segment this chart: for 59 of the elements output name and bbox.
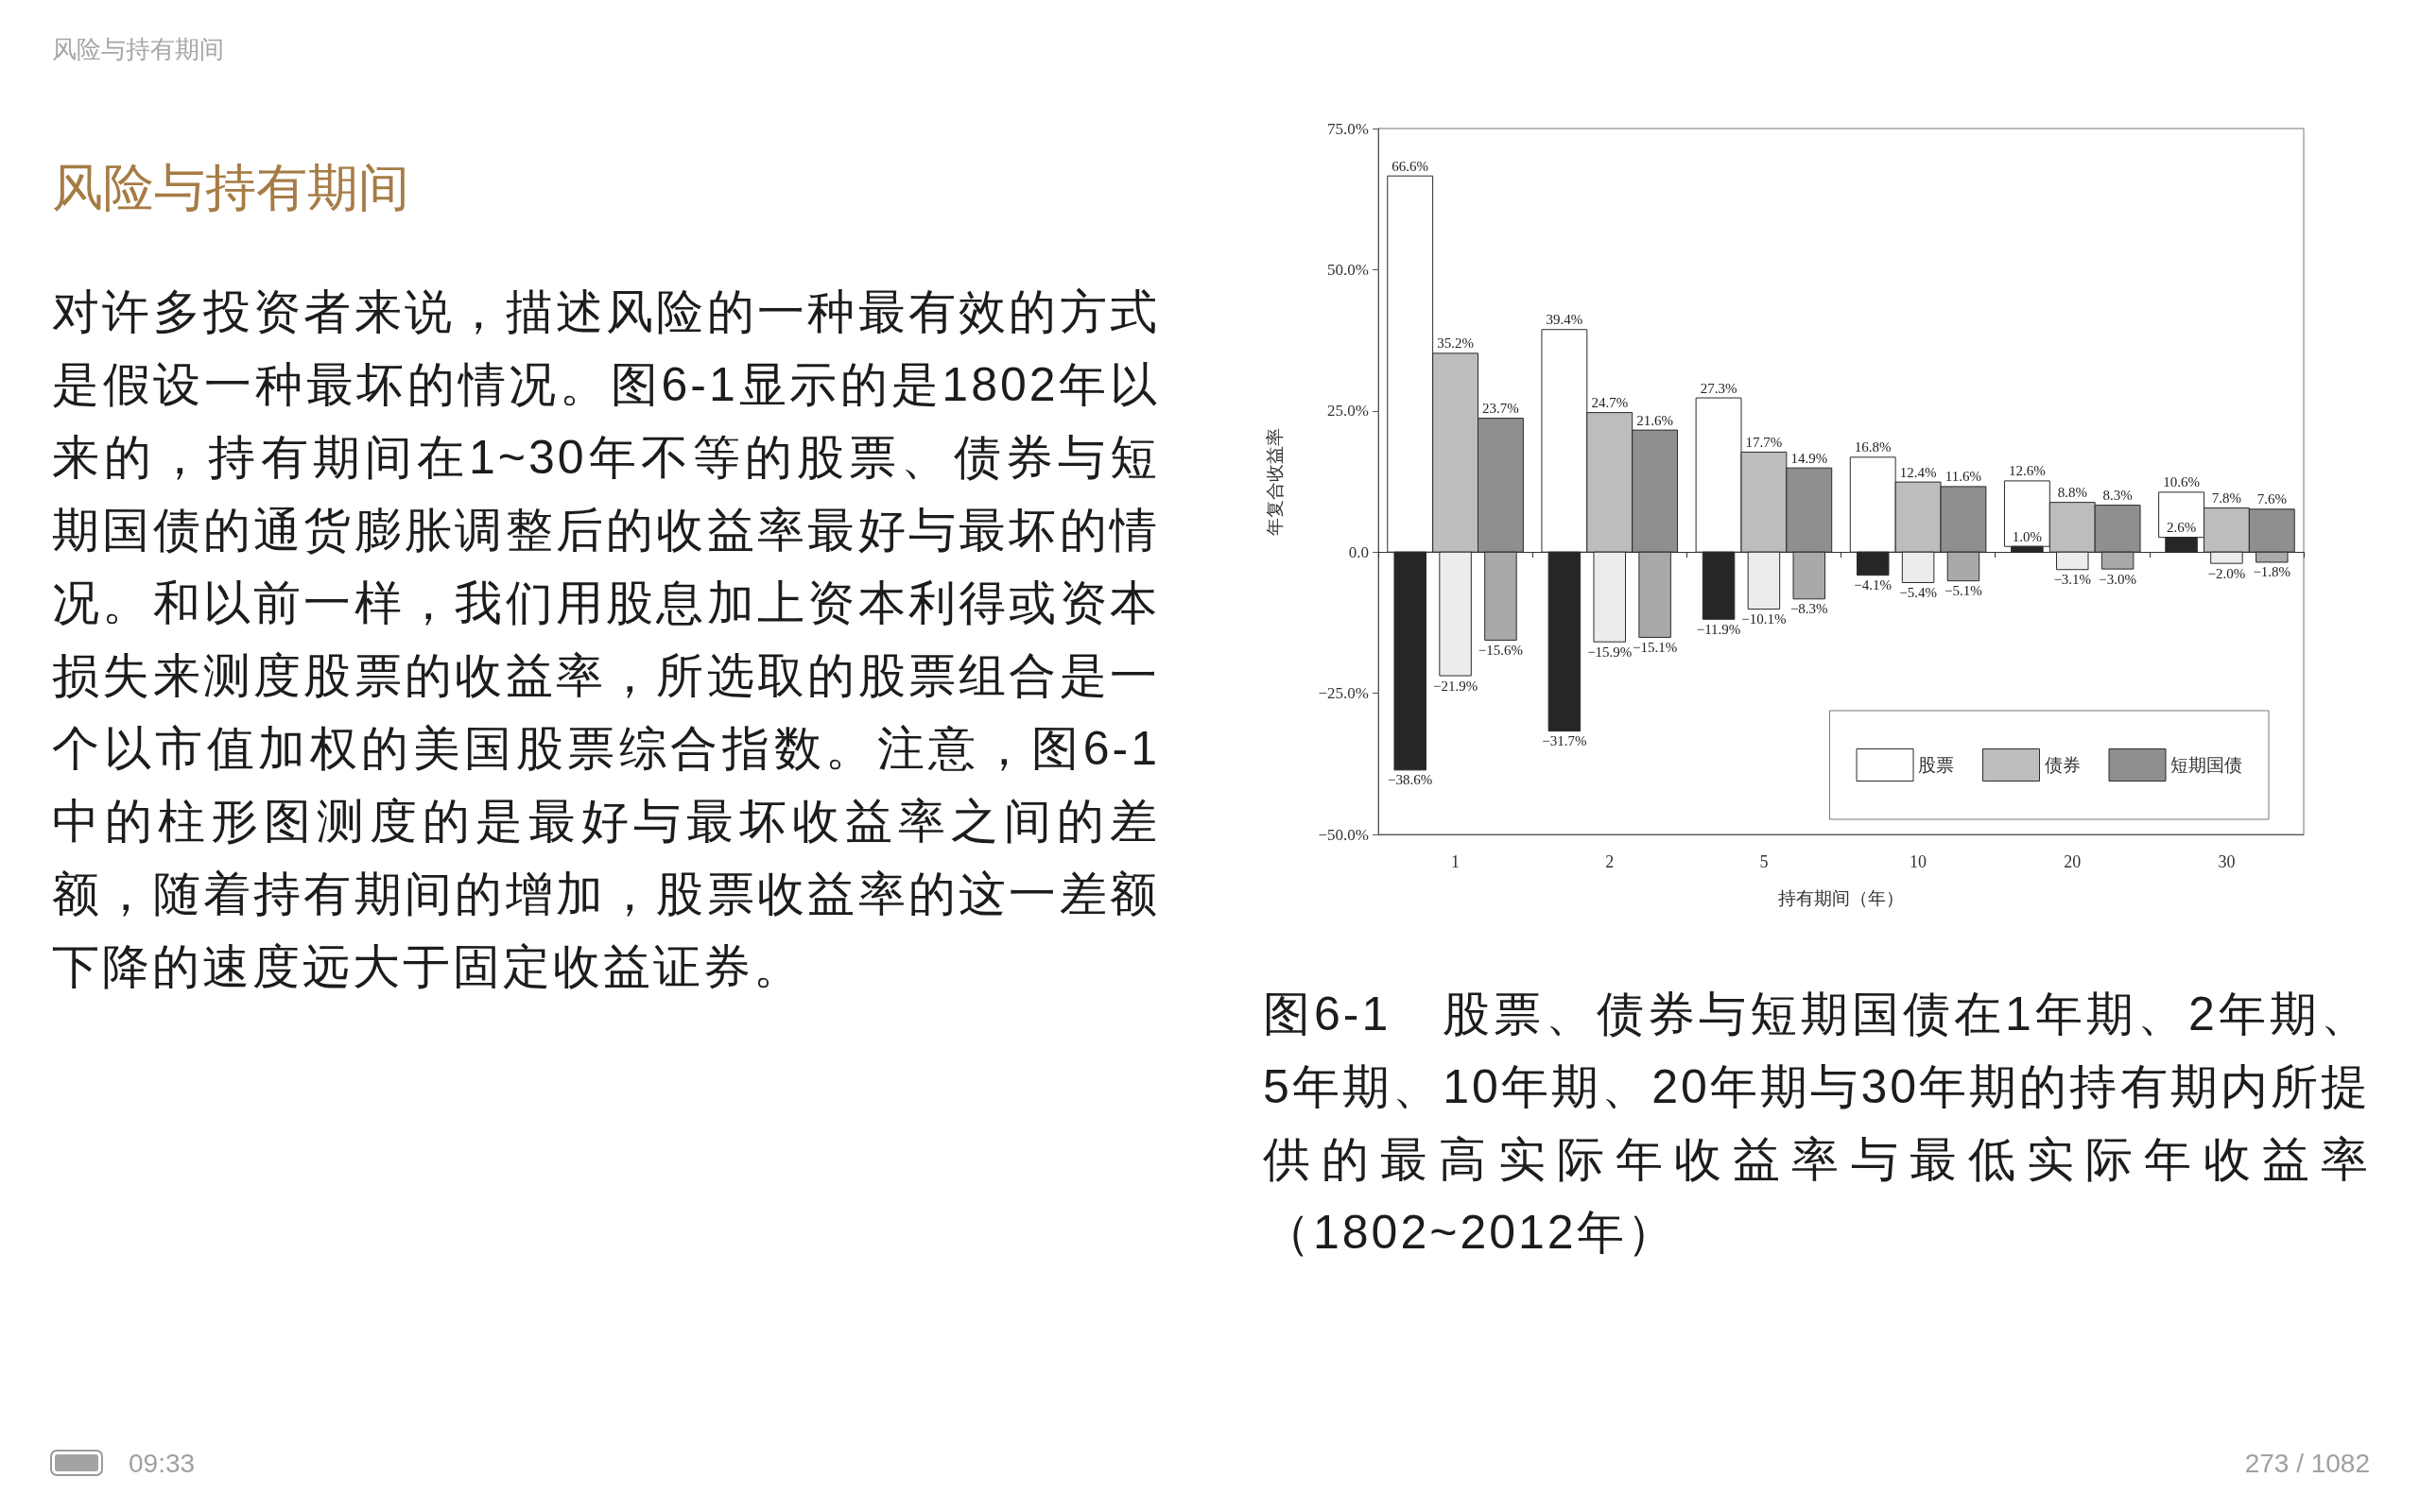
text: 09:33 [129, 1448, 196, 1480]
data-label: −5.4% [1899, 584, 1937, 600]
data-label: 23.7% [1482, 401, 1519, 417]
y-tick-label: 50.0% [1327, 260, 1369, 279]
data-label: 27.3% [1700, 380, 1737, 396]
y-tick-label: −25.0% [1318, 684, 1369, 703]
data-label: −31.7% [1542, 733, 1587, 749]
x-tick-label: 2 [1605, 852, 1615, 871]
y-tick-label: 0.0 [1348, 542, 1369, 561]
data-label: −21.9% [1432, 678, 1478, 694]
data-label: 12.4% [1899, 464, 1937, 480]
text: 风险与持有期间 [52, 158, 409, 217]
data-label: 1.0% [2012, 528, 2043, 544]
data-label: −5.1% [1945, 583, 1982, 599]
caption: 图6-1 股票、债券与短期国债在1年期、2年期、5年期、10年期、20年期与30年期的持有期内所提供的最高实际年收益率与最低实际年收益率（1802~2012年） [1263, 987, 2371, 1261]
x-tick-label: 1 [1451, 852, 1461, 871]
data-label: 21.6% [1636, 412, 1673, 428]
x-tick-label: 5 [1759, 852, 1769, 871]
data-label: 2.6% [2166, 520, 2197, 536]
legend-label: 债券 [2044, 755, 2081, 775]
data-label: 8.8% [2057, 485, 2087, 501]
data-label: −10.1% [1741, 611, 1787, 627]
data-label: 35.2% [1437, 335, 1474, 352]
data-label: 39.4% [1546, 312, 1583, 328]
y-tick-label: −50.0% [1318, 825, 1369, 844]
data-label: 24.7% [1591, 395, 1629, 411]
data-label: −3.0% [2099, 571, 2136, 587]
data-label: 11.6% [1945, 469, 1982, 485]
text: 风险与持有期间 [52, 34, 224, 65]
text: 273 / 1082 [2244, 1448, 2370, 1480]
data-label: −8.3% [1789, 601, 1828, 617]
data-label: 10.6% [2163, 474, 2200, 490]
y-tick-label: 75.0% [1327, 119, 1369, 138]
data-label: 7.6% [2256, 491, 2287, 507]
data-label: −2.0% [2207, 565, 2246, 581]
legend-label: 股票 [1918, 755, 1954, 775]
data-label: 12.6% [2009, 463, 2046, 479]
legend-label: 短期国债 [2170, 755, 2242, 775]
data-label: 7.8% [2211, 490, 2242, 507]
y-tick-label: 25.0% [1327, 402, 1369, 421]
data-label: −38.6% [1388, 772, 1433, 788]
data-label: −1.8% [2253, 564, 2291, 580]
x-tick-label: 20 [2064, 852, 2082, 871]
data-label: −11.9% [1696, 621, 1741, 637]
y-axis-title: 年复合收益率 [1265, 427, 1285, 536]
data-label: −4.1% [1854, 577, 1893, 593]
data-label: −15.6% [1478, 642, 1524, 658]
data-label: −15.9% [1587, 644, 1633, 660]
data-label: 16.8% [1854, 439, 1892, 455]
data-label: 8.3% [2102, 488, 2133, 504]
data-label: 14.9% [1790, 450, 1828, 466]
data-label: 17.7% [1745, 434, 1783, 450]
data-label: −3.1% [2053, 572, 2092, 588]
x-tick-label: 10 [1910, 852, 1927, 871]
data-label: −15.1% [1633, 639, 1678, 655]
x-axis-title: 持有期间（年） [1778, 888, 1904, 908]
text: 对许多投资者来说，描述风险的一种最有效的方式是假设一种最坏的情况。图6-1显示的是1802年以来的，持有期间在1~30年不等的股票、债券与短期国债的通货膨胀调整后的收益率最好与最坏的情况。和以前一样，我们用股息加上资本利得或资本损失来测度股票的收益率，所选取的股票组合是一个以市值加权的美国股票综合指数。注意，图6-1中的柱形图测度的是最好与最坏收益率之间的差额，随着持有期间的增加，股票收益率的这一差额下降的速度远大于固定收益证券。 [52, 285, 1160, 993]
data-label: 66.6% [1392, 158, 1429, 174]
x-tick-label: 30 [2218, 852, 2236, 871]
